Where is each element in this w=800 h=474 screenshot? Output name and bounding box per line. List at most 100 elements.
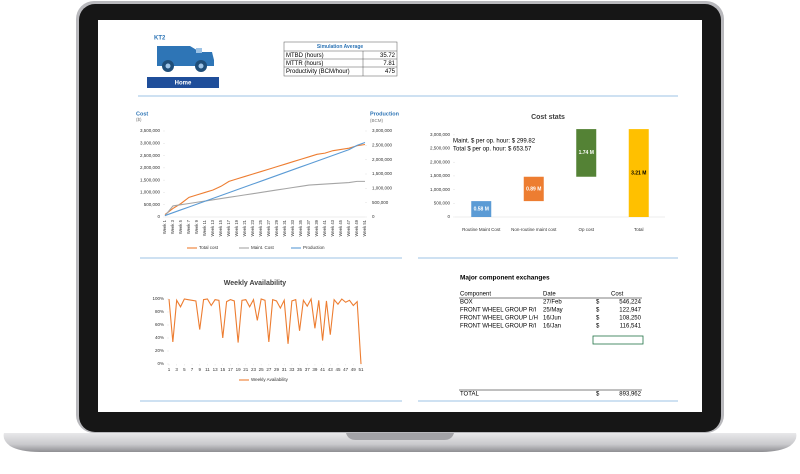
y2-tick-label: 2,000,000	[372, 157, 393, 162]
table-cell: Productivity (BCM/hour)	[286, 69, 350, 75]
x-tick-label: Week 29	[274, 219, 279, 236]
x-tick-label: 45	[335, 367, 341, 372]
y-tick-label: 0	[157, 214, 160, 219]
x-tick-label: Week 39	[314, 219, 319, 236]
laptop-base	[3, 433, 797, 452]
table-cell: MTTR (hours)	[286, 61, 323, 67]
chart-title: Weekly Availability	[224, 280, 286, 287]
y-tick-label: 1,500,000	[140, 177, 161, 182]
table-cell: FRONT WHEEL GROUP L/H	[460, 316, 538, 322]
bar-value-label: 1.74 M	[579, 150, 594, 156]
y-tick-label: 2,000,000	[140, 165, 161, 170]
table-cell: 116,541	[620, 324, 642, 330]
legend-label: Weekly Availability	[251, 377, 289, 382]
bar	[576, 129, 597, 177]
x-tick-label: 7	[191, 367, 194, 372]
x-tick-label: 21	[243, 367, 249, 372]
x-tick-label: 17	[228, 367, 234, 372]
x-tick-label: Week 9	[194, 219, 199, 234]
table-cell: 27/Feb	[543, 300, 562, 306]
x-tick-label: Week 37	[306, 219, 311, 236]
bar	[523, 176, 544, 202]
column-header: Component	[460, 292, 491, 298]
x-tick-label: Week 11	[202, 219, 207, 236]
x-tick-label: Week 13	[210, 219, 215, 236]
x-tick-label: 3	[175, 367, 178, 372]
table-cell: BOX	[460, 300, 473, 306]
y2-axis-unit: (BCM)	[370, 118, 383, 123]
table-cell: 16/Jan	[543, 324, 561, 330]
y-tick-label: 2,500,000	[140, 153, 161, 158]
bar	[628, 129, 649, 217]
x-tick-label: Week 23	[250, 219, 255, 236]
table-cell: 35.72	[380, 53, 396, 59]
x-tick-label: 9	[198, 367, 201, 372]
lid-notch	[346, 433, 454, 440]
y-tick-label: 40%	[155, 335, 164, 340]
table-cell: $	[596, 316, 600, 322]
y2-tick-label: 3,000,000	[372, 128, 393, 133]
y-tick-label: 3,000,000	[140, 140, 161, 145]
x-tick-label: Week 43	[330, 219, 335, 236]
x-tick-label: Week 51	[362, 219, 367, 236]
y-axis-unit: ($)	[136, 117, 142, 122]
y-tick-label: 0%	[157, 361, 164, 366]
table-cell: 108,250	[619, 316, 641, 322]
column-header: Cost	[611, 292, 624, 298]
y2-tick-label: 500,000	[372, 200, 389, 205]
home-button[interactable]	[147, 77, 219, 88]
home-button-label[interactable]: Home	[175, 81, 192, 87]
x-tick-label: 11	[205, 367, 210, 372]
x-tick-label: 33	[289, 367, 295, 372]
table-cell: 25/May	[543, 308, 563, 314]
legend-label: Total cost	[199, 245, 219, 250]
truck-icon	[157, 46, 214, 72]
x-tick-label: Week 21	[242, 219, 247, 236]
y-tick-label: 0	[447, 214, 450, 219]
table-cell: 122,947	[619, 308, 641, 314]
series-line	[164, 141, 366, 217]
x-tick-label: Week 31	[282, 219, 287, 236]
x-tick-label: 35	[297, 367, 303, 372]
series-line	[164, 143, 366, 215]
dashboard-title: KT2	[154, 36, 166, 42]
x-tick-label: Week 33	[290, 219, 295, 236]
series-line	[164, 180, 365, 217]
legend-label: Maint. Cost	[251, 245, 275, 250]
y2-tick-label: 1,000,000	[372, 186, 393, 191]
bar-value-label: 0.89 M	[526, 186, 541, 192]
selected-cell[interactable]	[592, 335, 644, 345]
y2-axis-title: Production	[370, 111, 400, 117]
x-tick-label: 47	[343, 367, 349, 372]
y-tick-label: 1,000,000	[430, 187, 451, 192]
x-tick-label: Week 49	[354, 219, 359, 236]
x-tick-label: Week 45	[338, 219, 343, 236]
table-cell: $	[596, 300, 600, 306]
x-tick-label: Routine Maint Cost	[462, 227, 501, 232]
table-cell: MTBD (hours)	[286, 53, 324, 59]
x-tick-label: Week 35	[298, 219, 303, 236]
x-tick-label: Week 5	[178, 219, 183, 234]
x-tick-label: 31	[282, 367, 288, 372]
bar-value-label: 3.21 M	[631, 170, 646, 176]
table-cell: $	[596, 308, 600, 314]
table-cell: 16/Jun	[543, 316, 561, 322]
y-axis-title: Cost	[136, 111, 148, 117]
y-tick-label: 500,000	[434, 200, 451, 205]
x-tick-label: Week 7	[186, 219, 191, 234]
x-tick-label: Week 3	[170, 219, 175, 234]
x-tick-label: Week 27	[266, 219, 271, 236]
annotation: Maint. $ per op. hour: $ 299.82	[453, 139, 536, 145]
x-tick-label: Op cost	[578, 227, 594, 232]
x-tick-label: Week 15	[218, 219, 223, 236]
x-tick-label: Non-routine maint cost	[511, 227, 557, 232]
x-tick-label: Week 47	[346, 219, 351, 236]
y-tick-label: 100%	[152, 296, 164, 301]
y-tick-label: 500,000	[144, 202, 161, 207]
y-tick-label: 1,500,000	[430, 173, 451, 178]
x-tick-label: Week 41	[322, 219, 327, 236]
x-tick-label: 19	[236, 367, 242, 372]
x-tick-label: 15	[220, 367, 226, 372]
x-tick-label: Week 1	[162, 219, 167, 234]
table-cell: $	[596, 324, 600, 330]
